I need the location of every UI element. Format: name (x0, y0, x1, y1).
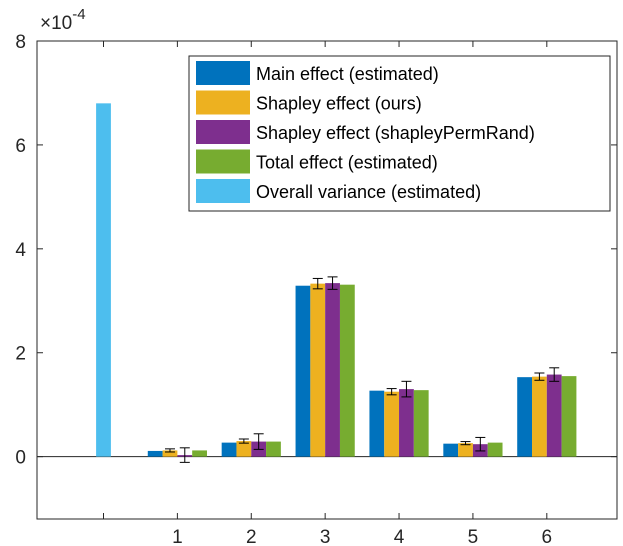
x-tick-label: 1 (172, 527, 183, 546)
x-tick-label: 2 (246, 527, 257, 546)
bar (96, 103, 111, 457)
bar (310, 283, 326, 457)
bar (147, 450, 163, 457)
axes-box (36, 40, 618, 520)
x-tick-label: 4 (394, 527, 405, 546)
bar (399, 389, 414, 457)
legend-label: Shapley effect (ours) (256, 94, 422, 114)
y-tick-label: 2 (15, 344, 26, 365)
y-tick-label: 4 (15, 240, 26, 261)
y-tick-label: 0 (15, 448, 26, 469)
legend-swatch (196, 179, 250, 203)
legend-swatch (196, 149, 250, 174)
legend-swatch (196, 90, 250, 115)
legend-label: Shapley effect (shapleyPermRand) (256, 123, 535, 143)
bar (369, 390, 385, 457)
y-tick-label: 8 (15, 32, 26, 53)
bar (266, 441, 281, 457)
bar (236, 441, 252, 457)
bar (325, 283, 340, 457)
bar (443, 443, 459, 457)
y-multiplier-base: ×10 (40, 13, 72, 34)
legend-label: Total effect (estimated) (256, 153, 438, 173)
x-tick-label: 3 (320, 527, 331, 546)
x-tick-label: 6 (542, 527, 553, 546)
y-multiplier: ×10-4 (40, 6, 86, 34)
error-bars (164, 276, 560, 463)
legend-swatch (196, 61, 250, 85)
legend-box (188, 55, 611, 212)
bar (384, 391, 400, 457)
y-multiplier-exponent: -4 (72, 6, 85, 23)
x-tick-label: 5 (468, 527, 479, 546)
bar (561, 376, 577, 457)
bar (295, 285, 311, 457)
bar (162, 450, 178, 457)
bar (517, 377, 533, 457)
bar (546, 374, 562, 457)
legend-label: Overall variance (estimated) (256, 182, 481, 202)
bar (192, 450, 207, 457)
bar (413, 390, 429, 457)
bar (221, 442, 237, 457)
bars (96, 103, 577, 457)
legend-label: Main effect (estimated) (256, 64, 439, 84)
bar (487, 442, 503, 457)
y-tick-label: 6 (15, 136, 26, 157)
bar (532, 376, 547, 457)
bar (339, 284, 355, 457)
legend: Main effect (estimated) Shapley effect (o… (188, 55, 611, 212)
bar (458, 443, 473, 457)
legend-swatch (196, 120, 250, 144)
